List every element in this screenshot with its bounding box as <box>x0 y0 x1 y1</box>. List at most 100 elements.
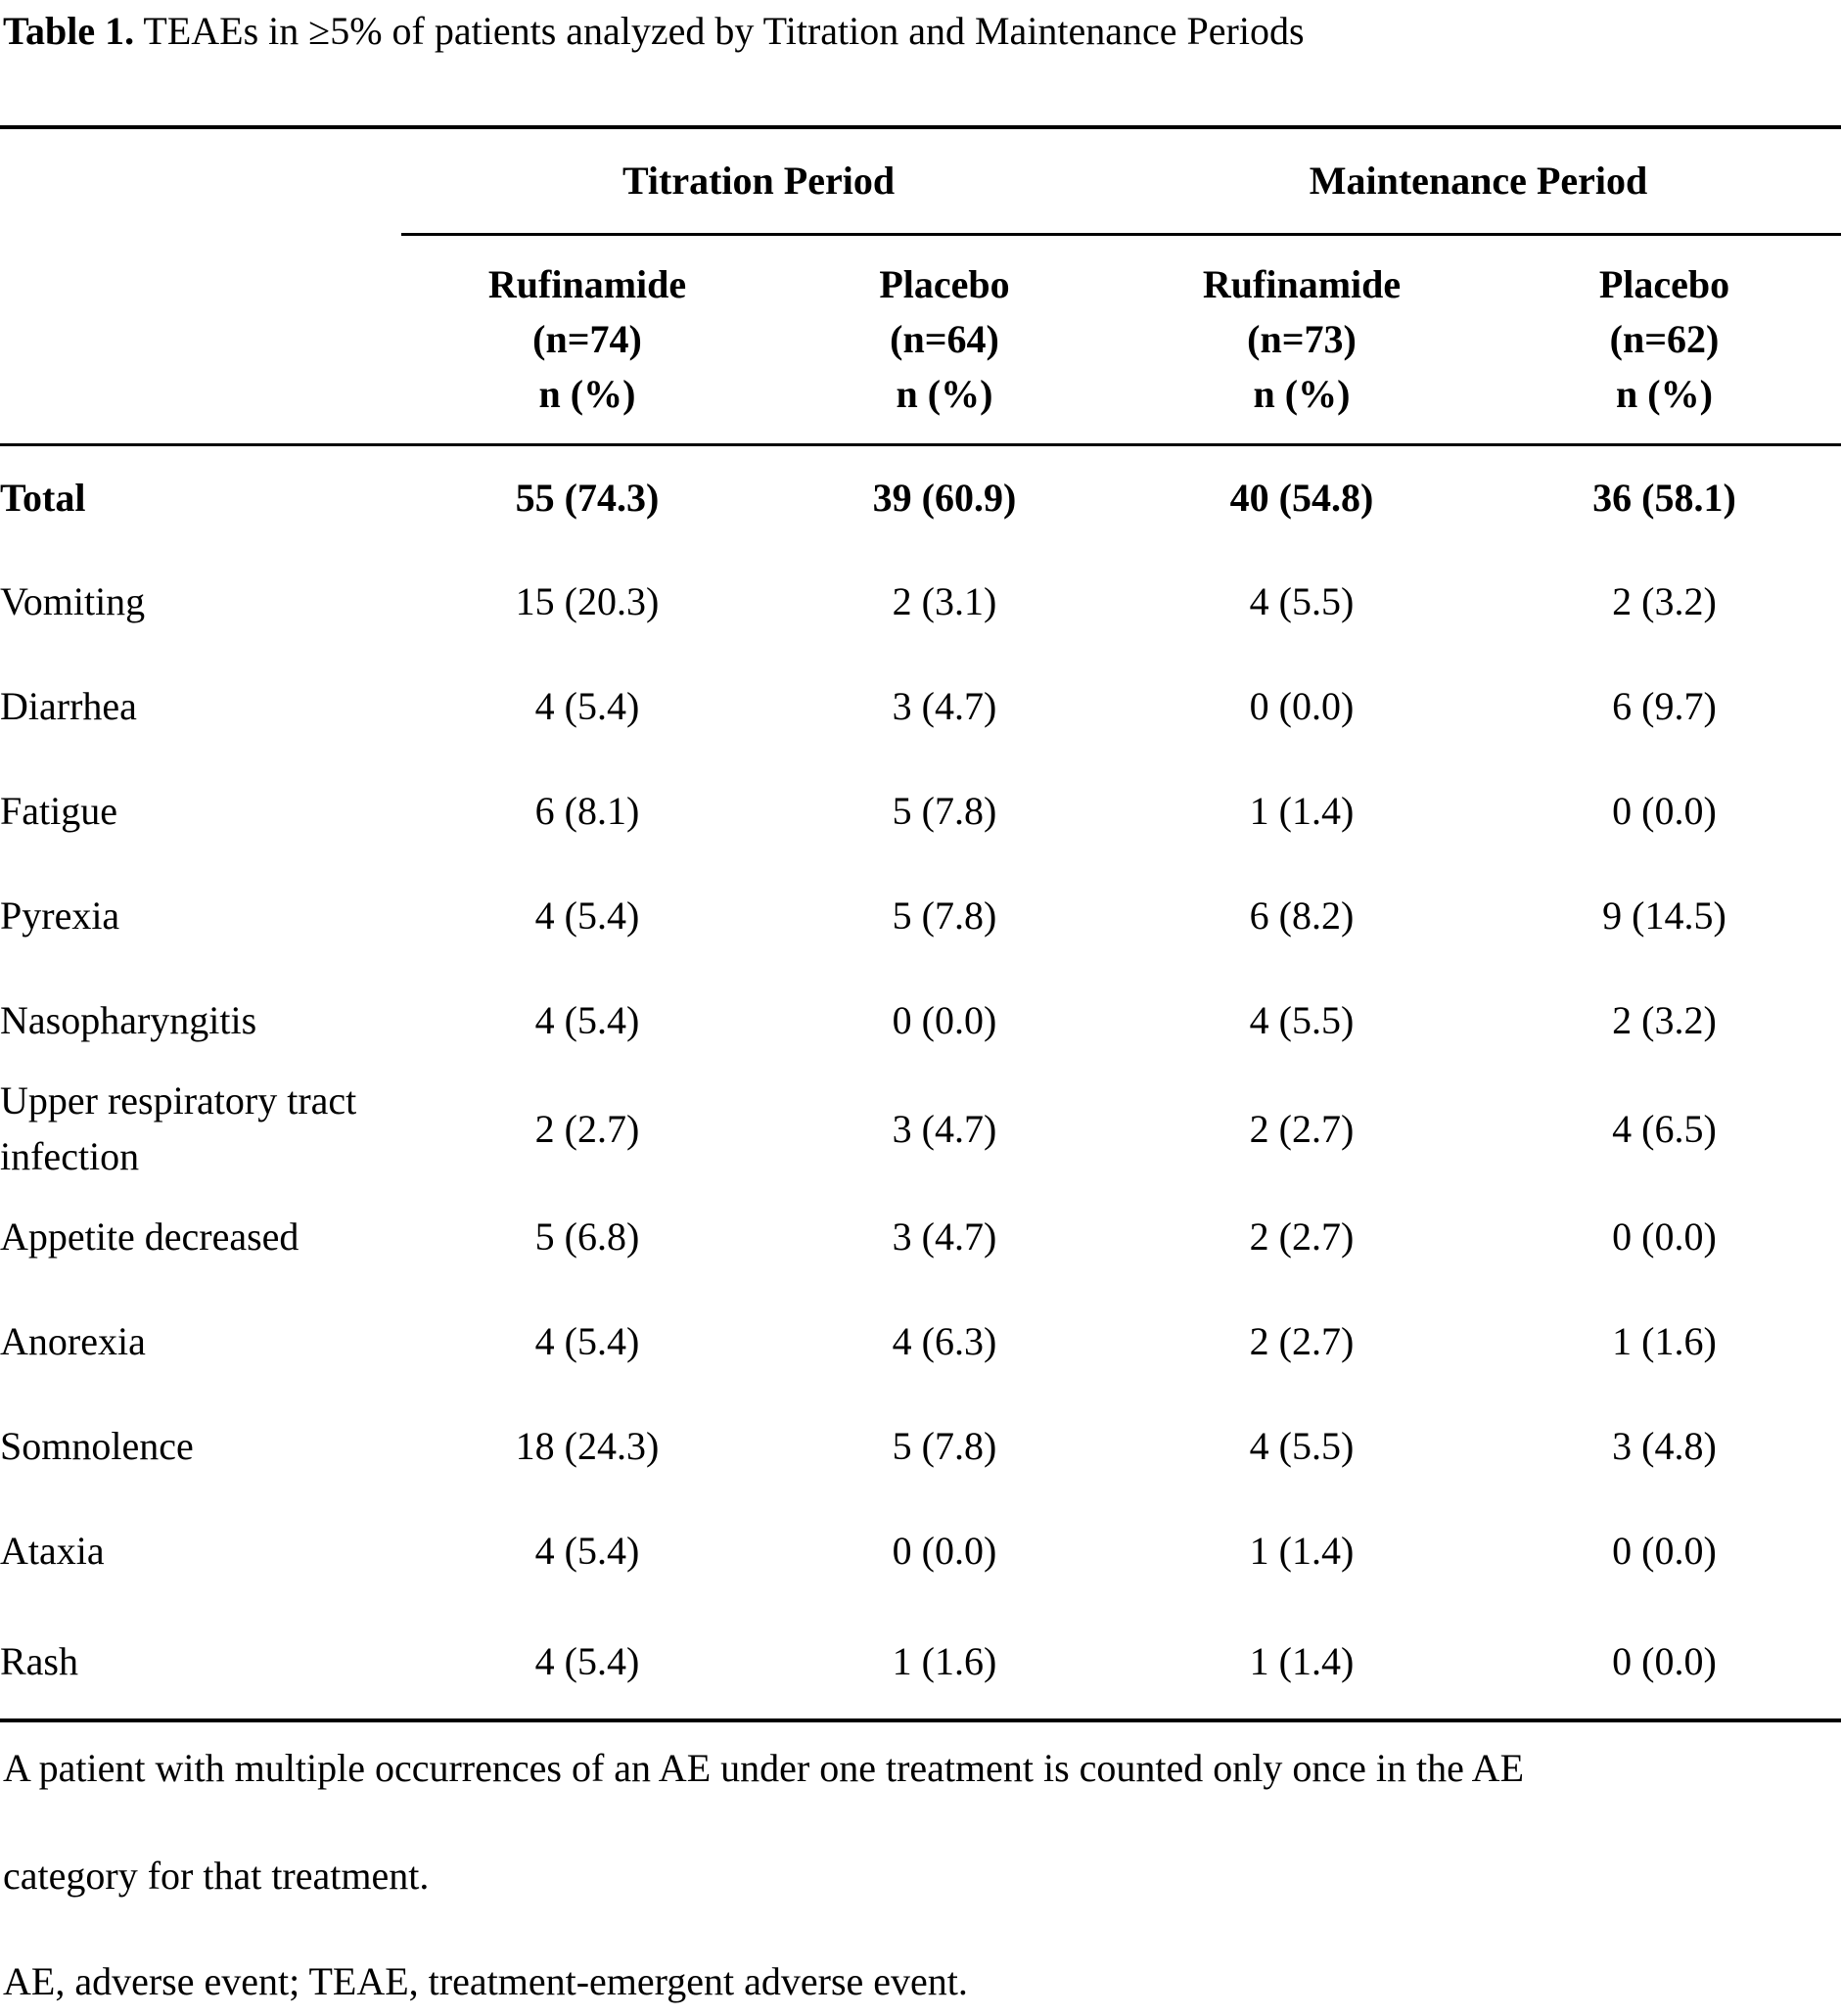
corner-empty-cell-2 <box>0 234 401 446</box>
row-label: Diarrhea <box>0 684 137 728</box>
cell-value: 3 (4.7) <box>892 684 997 728</box>
footnote-line-2: category for that treatment. <box>3 1854 430 1898</box>
cell-value: 6 (8.2) <box>1249 893 1355 938</box>
cell-value: 1 (1.6) <box>1612 1319 1717 1363</box>
table-caption: Table 1. TEAEs in ≥5% of patients analyz… <box>3 8 1305 54</box>
cell-value: 15 (20.3) <box>515 579 660 623</box>
cell-value: 1 (1.6) <box>773 1603 1116 1722</box>
drug-name: Placebo <box>1598 261 1730 306</box>
column-header-maintenance-placebo: Placebo (n=62) n (%) <box>1488 234 1841 446</box>
unit-label: n (%) <box>1253 371 1351 416</box>
table-row-total: Total 55 (74.3) 39 (60.9) 40 (54.8) 36 (… <box>0 444 1841 549</box>
cell-value: 4 (6.3) <box>892 1319 997 1363</box>
table-row-pyrexia: Pyrexia 4 (5.4) 5 (7.8) 6 (8.2) 9 (14.5) <box>0 863 1841 968</box>
cell-value: 2 (2.7) <box>534 1106 640 1151</box>
cell-value: 3 (4.7) <box>892 1106 997 1151</box>
cell-value: 3 (4.8) <box>1612 1424 1717 1468</box>
teae-table: Titration Period Maintenance Period Rufi… <box>0 125 1841 1722</box>
cell-value: 0 (0.0) <box>1612 789 1717 833</box>
cell-value: 2 (2.7) <box>1249 1106 1355 1151</box>
sample-size: (n=62) <box>1609 316 1720 361</box>
footnote-line-1: A patient with multiple occurrences of a… <box>3 1746 1525 1790</box>
cell-value: 1 (1.4) <box>1249 789 1355 833</box>
cell-value: 0 (0.0) <box>892 998 997 1042</box>
column-header-maintenance-rufinamide: Rufinamide (n=73) n (%) <box>1116 234 1488 446</box>
drug-name: Placebo <box>879 261 1010 306</box>
cell-value: 4 (5.4) <box>534 1529 640 1573</box>
table-row-nasopharyngitis: Nasopharyngitis 4 (5.4) 0 (0.0) 4 (5.5) … <box>0 968 1841 1073</box>
cell-value: 1 (1.4) <box>1116 1603 1488 1722</box>
cell-value: 0 (0.0) <box>1249 684 1355 728</box>
unit-label: n (%) <box>538 371 636 416</box>
period-header-maintenance: Maintenance Period <box>1116 127 1841 236</box>
cell-value: 4 (5.4) <box>534 1319 640 1363</box>
sample-size: (n=73) <box>1247 316 1357 361</box>
cell-value: 0 (0.0) <box>1612 1529 1717 1573</box>
cell-value: 2 (3.1) <box>892 579 997 623</box>
arm-header-row: Rufinamide (n=74) n (%) Placebo (n=64) n… <box>0 234 1841 446</box>
cell-value: 9 (14.5) <box>1602 893 1726 938</box>
drug-name: Rufinamide <box>487 261 687 306</box>
cell-value: 4 (5.5) <box>1249 579 1355 623</box>
unit-label: n (%) <box>1616 371 1713 416</box>
corner-empty-cell <box>0 127 401 234</box>
row-label: Rash <box>0 1603 401 1722</box>
cell-value: 5 (7.8) <box>892 893 997 938</box>
table-row-anorexia: Anorexia 4 (5.4) 4 (6.3) 2 (2.7) 1 (1.6) <box>0 1289 1841 1394</box>
table-row-somnolence: Somnolence 18 (24.3) 5 (7.8) 4 (5.5) 3 (… <box>0 1394 1841 1498</box>
cell-value: 4 (5.5) <box>1249 998 1355 1042</box>
unit-label: n (%) <box>896 371 993 416</box>
cell-value: 55 (74.3) <box>515 475 660 520</box>
cell-value: 0 (0.0) <box>892 1529 997 1573</box>
table-row-fatigue: Fatigue 6 (8.1) 5 (7.8) 1 (1.4) 0 (0.0) <box>0 758 1841 863</box>
cell-value: 2 (2.7) <box>1249 1214 1355 1259</box>
cell-value: 3 (4.7) <box>892 1214 997 1259</box>
row-label: Pyrexia <box>0 893 120 938</box>
sample-size: (n=64) <box>890 316 999 361</box>
period-header-row: Titration Period Maintenance Period <box>0 127 1841 236</box>
cell-value: 6 (9.7) <box>1612 684 1717 728</box>
cell-value: 4 (5.4) <box>534 684 640 728</box>
row-label: Vomiting <box>0 579 146 623</box>
cell-value: 5 (7.8) <box>892 1424 997 1468</box>
cell-value: 2 (3.2) <box>1612 998 1717 1042</box>
table-row-appetite-decreased: Appetite decreased 5 (6.8) 3 (4.7) 2 (2.… <box>0 1184 1841 1289</box>
row-label: Appetite decreased <box>0 1214 299 1259</box>
cell-value: 4 (5.5) <box>1249 1424 1355 1468</box>
footnote-abbreviations: AE, adverse event; TEAE, treatment-emerg… <box>3 1959 968 2003</box>
cell-value: 40 (54.8) <box>1229 475 1374 520</box>
cell-value: 5 (6.8) <box>534 1214 640 1259</box>
row-label: Ataxia <box>0 1529 105 1573</box>
table-row-upper-respiratory-tract-infection: Upper respiratory tract infection 2 (2.7… <box>0 1073 1841 1184</box>
table-caption-text: TEAEs in ≥5% of patients analyzed by Tit… <box>134 9 1305 53</box>
row-label: Upper respiratory tract infection <box>0 1078 357 1178</box>
cell-value: 0 (0.0) <box>1612 1214 1717 1259</box>
table-row-rash: Rash 4 (5.4) 1 (1.6) 1 (1.4) 0 (0.0) <box>0 1603 1841 1722</box>
table-row-vomiting: Vomiting 15 (20.3) 2 (3.1) 4 (5.5) 2 (3.… <box>0 549 1841 654</box>
row-label: Total <box>0 475 86 520</box>
cell-value: 5 (7.8) <box>892 789 997 833</box>
cell-value: 4 (6.5) <box>1612 1106 1717 1151</box>
cell-value: 4 (5.4) <box>401 1603 773 1722</box>
cell-value: 2 (2.7) <box>1249 1319 1355 1363</box>
drug-name: Rufinamide <box>1202 261 1402 306</box>
row-label: Nasopharyngitis <box>0 998 257 1042</box>
cell-value: 1 (1.4) <box>1249 1529 1355 1573</box>
cell-value: 4 (5.4) <box>534 998 640 1042</box>
table-caption-number: Table 1. <box>3 9 135 53</box>
cell-value: 36 (58.1) <box>1592 475 1736 520</box>
table-row-ataxia: Ataxia 4 (5.4) 0 (0.0) 1 (1.4) 0 (0.0) <box>0 1498 1841 1603</box>
cell-value: 2 (3.2) <box>1612 579 1717 623</box>
period-header-titration: Titration Period <box>401 127 1116 236</box>
column-header-titration-placebo: Placebo (n=64) n (%) <box>773 234 1116 446</box>
sample-size: (n=74) <box>532 316 642 361</box>
cell-value: 4 (5.4) <box>534 893 640 938</box>
cell-value: 18 (24.3) <box>515 1424 660 1468</box>
cell-value: 6 (8.1) <box>534 789 640 833</box>
column-header-titration-rufinamide: Rufinamide (n=74) n (%) <box>401 234 773 446</box>
table-row-diarrhea: Diarrhea 4 (5.4) 3 (4.7) 0 (0.0) 6 (9.7) <box>0 654 1841 758</box>
cell-value: 0 (0.0) <box>1488 1603 1841 1722</box>
row-label: Anorexia <box>0 1319 146 1363</box>
cell-value: 39 (60.9) <box>872 475 1017 520</box>
